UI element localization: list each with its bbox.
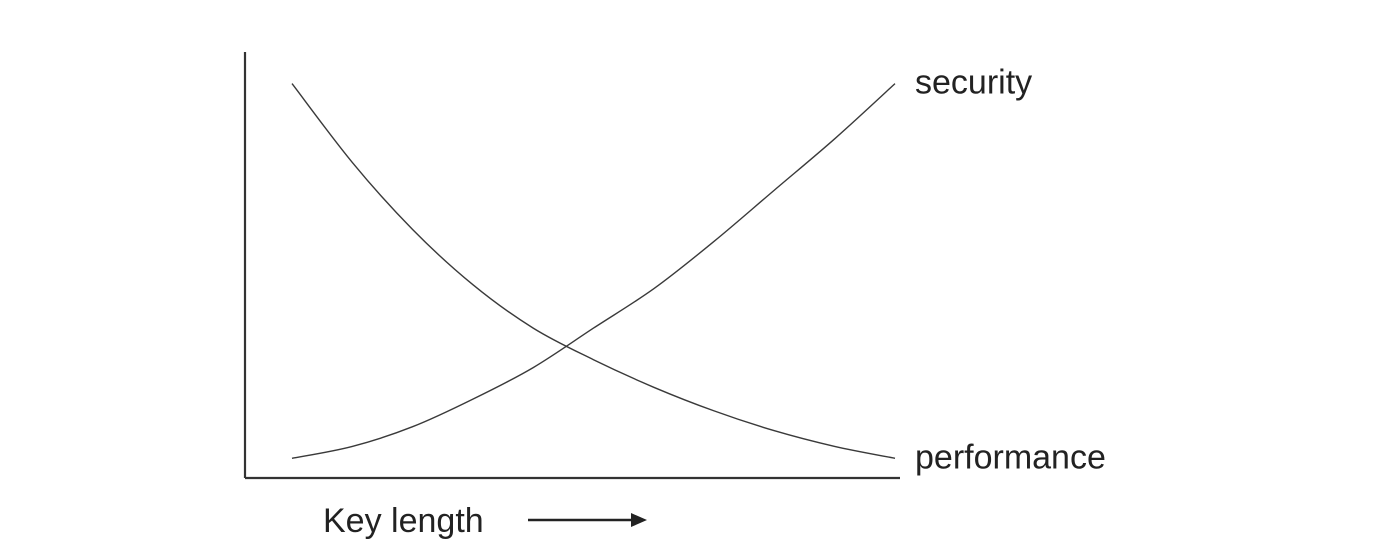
security-label: security xyxy=(915,64,1032,102)
x-axis-label: Key length xyxy=(323,502,484,540)
performance-label: performance xyxy=(915,438,1106,476)
performance-curve xyxy=(292,84,895,459)
x-axis-arrow-icon xyxy=(528,513,647,527)
security-curve xyxy=(292,84,895,459)
